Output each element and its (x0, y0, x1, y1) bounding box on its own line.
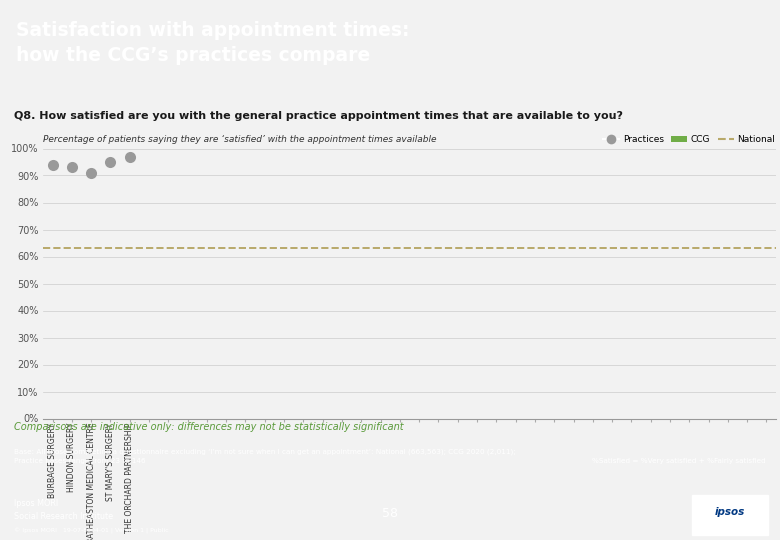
Legend: Practices, CCG, National: Practices, CCG, National (599, 132, 779, 148)
Text: © Ipsos MORI   19-07-8004-01 | Version 1 | Public: © Ipsos MORI 19-07-8004-01 | Version 1 |… (14, 528, 168, 534)
Text: Percentage of patients saying they are ‘satisfied’ with the appointment times av: Percentage of patients saying they are ‘… (43, 135, 436, 144)
Text: Q8. How satisfied are you with the general practice appointment times that are a: Q8. How satisfied are you with the gener… (14, 111, 623, 120)
FancyBboxPatch shape (692, 495, 768, 535)
Text: 58: 58 (382, 507, 398, 521)
Text: Base: All those completing a questionnaire excluding ‘I’m not sure when I can ge: Base: All those completing a questionnai… (14, 449, 516, 464)
Text: ipsos: ipsos (715, 508, 745, 517)
Text: %Satisfied = %Very satisfied + %Fairly satisfied: %Satisfied = %Very satisfied + %Fairly s… (592, 458, 766, 464)
Text: Comparisons are indicative only: differences may not be statistically significan: Comparisons are indicative only: differe… (14, 422, 404, 431)
Text: Ipsos MORI
Social Research Institute: Ipsos MORI Social Research Institute (14, 499, 113, 521)
Text: Satisfaction with appointment times:
how the CCG’s practices compare: Satisfaction with appointment times: how… (16, 21, 409, 65)
